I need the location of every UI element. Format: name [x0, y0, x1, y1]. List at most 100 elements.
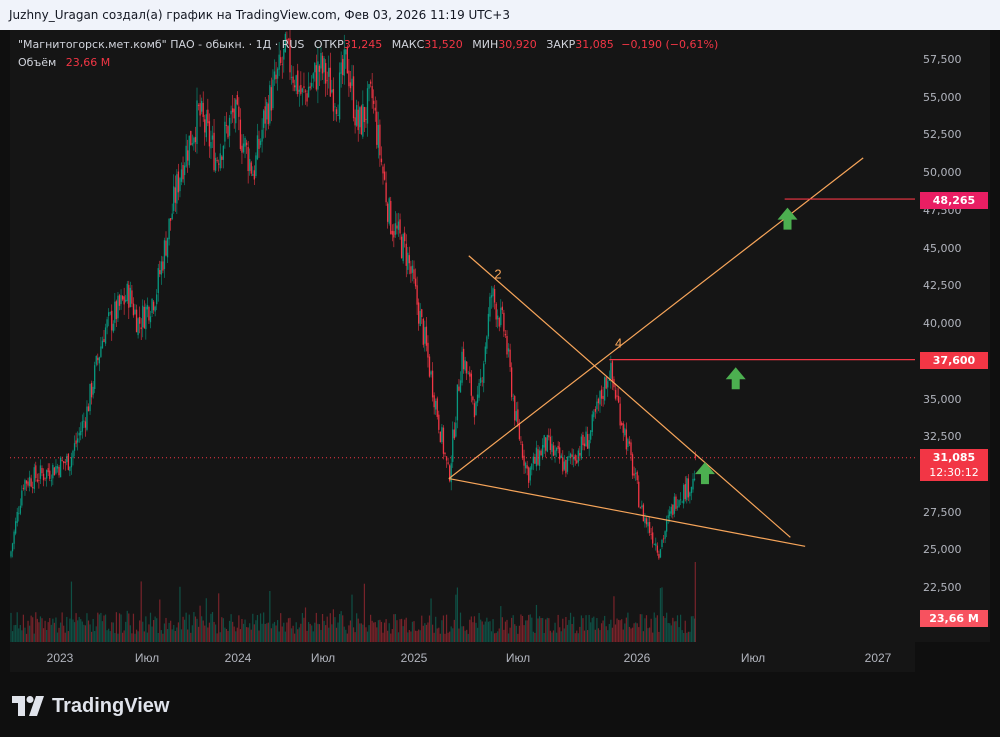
volume-bar [196, 618, 198, 642]
volume-bar [638, 627, 640, 642]
candle-body [258, 138, 260, 149]
volume-bar [213, 621, 215, 642]
volume-bar [678, 627, 680, 642]
volume-bar [410, 631, 412, 642]
volume-bar [543, 632, 545, 642]
volume-bar [160, 630, 162, 642]
price-axis[interactable]: 57,500 55,000 52,500 50,000 47,500 45,00… [915, 30, 990, 642]
volume-bar [261, 623, 263, 642]
candle-body [250, 162, 252, 174]
candle-body [523, 455, 525, 466]
candle-body [526, 465, 528, 469]
price-label: 35,000 [923, 393, 962, 406]
volume-bar [50, 624, 52, 642]
tradingview-logo[interactable]: TradingView [12, 692, 169, 720]
volume-bar [117, 633, 119, 642]
volume-bar [95, 626, 97, 642]
wave-label: 4 [615, 336, 622, 351]
volume-bar [332, 609, 334, 642]
volume-bar [418, 629, 420, 642]
volume-bar [168, 622, 170, 642]
candle-body [456, 384, 459, 421]
volume-bar [652, 632, 654, 642]
volume-bar [348, 625, 350, 642]
candle-body [278, 54, 280, 70]
candle-body [94, 365, 96, 389]
volume-bar [540, 618, 542, 642]
candle-body [140, 327, 142, 330]
price-chart[interactable]: 24 [10, 30, 915, 642]
volume-bar [532, 631, 534, 642]
candle-body [218, 163, 220, 165]
time-axis[interactable]: 2023 Июл 2024 Июл 2025 Июл 2026 Июл 2027 [10, 642, 915, 672]
candle-body [32, 487, 34, 489]
volume-bar [467, 633, 469, 642]
volume-bar [692, 616, 694, 642]
volume-bar [63, 625, 65, 642]
volume-bar [676, 615, 679, 642]
candle-body [163, 240, 166, 270]
candle-body [273, 71, 276, 80]
candle-body [517, 409, 519, 425]
candle-body [622, 423, 624, 433]
candle-body [199, 103, 201, 116]
candle-body [211, 135, 214, 140]
candle-body [225, 125, 228, 126]
volume-bar [655, 617, 657, 642]
candle-body [194, 137, 197, 143]
candle-body [599, 391, 601, 405]
volume-bar [484, 621, 486, 642]
candle-body [261, 129, 263, 142]
volume-bar [380, 621, 383, 642]
candle-body [368, 84, 370, 89]
volume-bar [391, 629, 393, 642]
candle-body [64, 461, 66, 463]
candle-body [315, 65, 317, 90]
symbol-name[interactable]: "Магнитогорск.мет.комб" ПАО - обыкн. · 1… [18, 38, 305, 51]
volume-bar [228, 620, 231, 642]
candle-body [320, 52, 322, 69]
candle-body [568, 456, 570, 458]
volume-bar [693, 618, 696, 642]
volume-bar [689, 631, 691, 642]
candle-body [143, 307, 145, 329]
volume-bar [103, 615, 105, 642]
candle-body [684, 484, 686, 500]
volume-bar [684, 620, 686, 642]
time-label: 2024 [224, 651, 252, 665]
volume-bar [371, 620, 373, 642]
volume-bar [36, 618, 38, 642]
volume-bar [476, 627, 479, 642]
volume-bar [546, 617, 548, 642]
candle-body [594, 409, 596, 412]
volume-bar [538, 616, 541, 642]
volume-bar [661, 587, 663, 642]
candle-body [157, 268, 159, 294]
candle-body [255, 155, 257, 177]
candle-body [36, 479, 38, 482]
price-label: 27,500 [923, 506, 962, 519]
candle-body [70, 457, 73, 468]
candle-body [621, 422, 623, 425]
candle-body [495, 303, 497, 320]
candle-body [360, 106, 362, 135]
candle-body [253, 170, 255, 180]
candle-body [90, 382, 93, 398]
volume-bar [373, 622, 375, 642]
candle-body [458, 386, 460, 391]
candle-body [404, 232, 406, 242]
candle-body [521, 444, 524, 459]
volume-bar [481, 621, 483, 642]
candle-body [627, 438, 629, 448]
candle-body [123, 296, 125, 305]
candle-body [408, 255, 410, 264]
volume-bar [473, 616, 476, 642]
candle-body [129, 287, 131, 307]
volume-bar [452, 628, 454, 642]
volume-bar [346, 633, 348, 642]
price-label: 55,000 [923, 91, 962, 104]
volume-bar [559, 627, 561, 642]
candle-body [103, 339, 105, 342]
volume-bar [435, 616, 437, 642]
